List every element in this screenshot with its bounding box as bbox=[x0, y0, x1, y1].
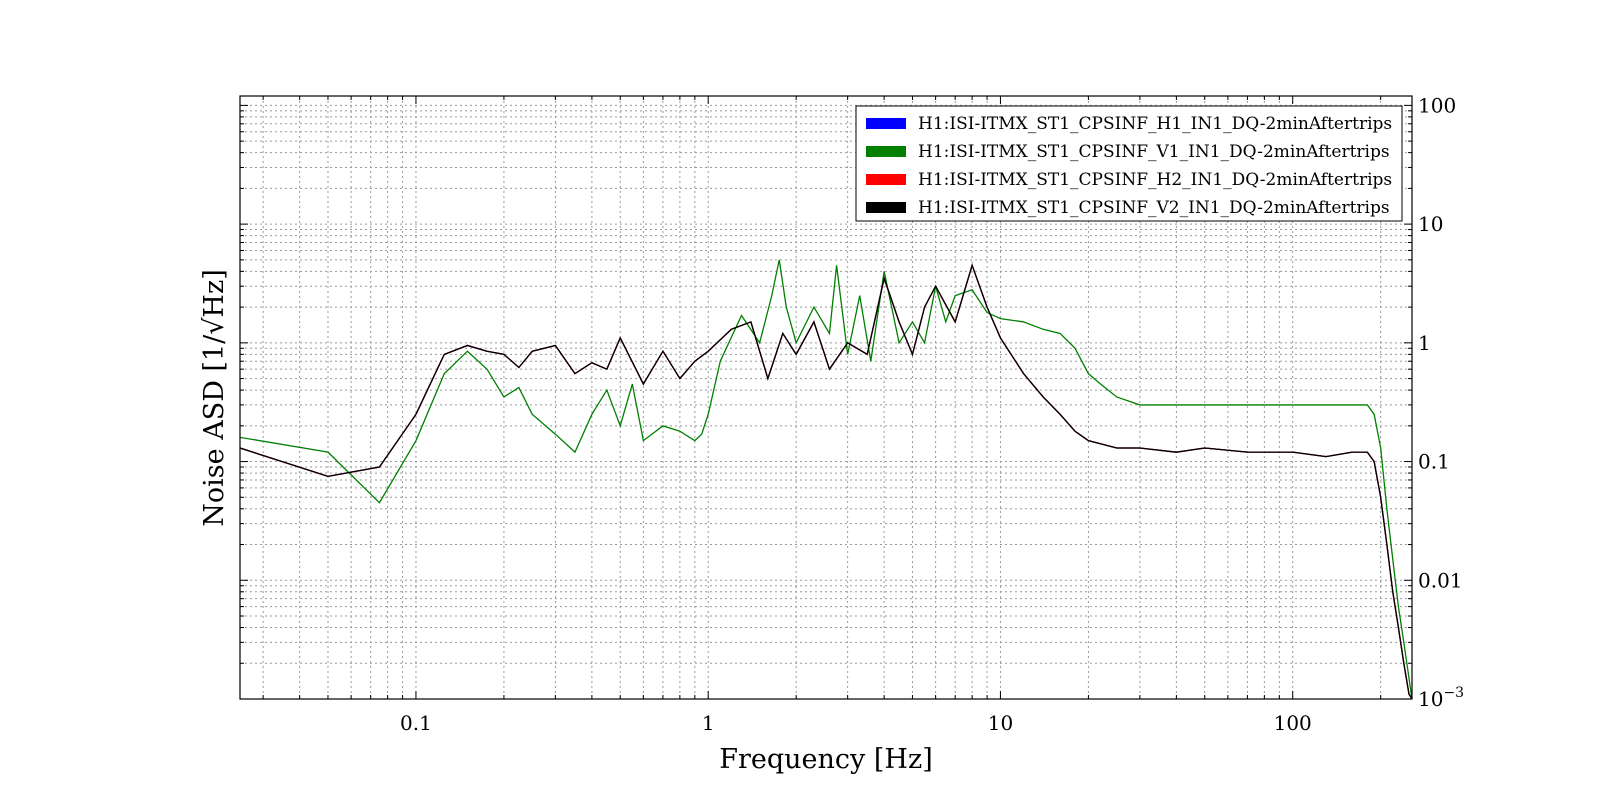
y-tick-label: 100 bbox=[1418, 93, 1456, 117]
y-tick-label: 0.01 bbox=[1418, 568, 1463, 592]
x-tick-label: 0.1 bbox=[400, 711, 432, 735]
x-axis-title: Frequency [Hz] bbox=[719, 744, 932, 775]
x-tick-labels: 0.1 1 10 100 bbox=[400, 711, 1312, 735]
legend-label: H1:ISI-ITMX_ST1_CPSINF_H1_IN1_DQ-2minAft… bbox=[918, 114, 1392, 134]
legend-label: H1:ISI-ITMX_ST1_CPSINF_V1_IN1_DQ-2minAft… bbox=[918, 142, 1390, 162]
x-tick-label: 1 bbox=[702, 711, 715, 735]
y-tick-label: 10 bbox=[1418, 212, 1443, 236]
legend-label: H1:ISI-ITMX_ST1_CPSINF_V2_IN1_DQ-2minAft… bbox=[918, 198, 1390, 218]
legend-swatch bbox=[866, 118, 906, 129]
x-tick-label: 10 bbox=[988, 711, 1013, 735]
legend: H1:ISI-ITMX_ST1_CPSINF_H1_IN1_DQ-2minAft… bbox=[855, 105, 1403, 222]
series-line-2 bbox=[240, 259, 1412, 699]
ticks bbox=[240, 96, 1412, 700]
legend-label: H1:ISI-ITMX_ST1_CPSINF_H2_IN1_DQ-2minAft… bbox=[918, 170, 1392, 190]
legend-swatch bbox=[866, 202, 906, 213]
plot-frame bbox=[239, 95, 1413, 700]
series-line-4 bbox=[240, 263, 1412, 699]
legend-swatch bbox=[866, 146, 906, 157]
legend-box bbox=[855, 105, 1403, 222]
y-tick-label: 0.1 bbox=[1418, 450, 1450, 474]
plot-lines bbox=[240, 259, 1412, 699]
grid bbox=[240, 96, 1412, 700]
y-axis-title: Noise ASD [1/√Hz] bbox=[199, 269, 230, 526]
legend-swatch bbox=[866, 174, 906, 185]
y-tick-label: 1 bbox=[1418, 331, 1431, 355]
x-tick-label: 100 bbox=[1274, 711, 1312, 735]
